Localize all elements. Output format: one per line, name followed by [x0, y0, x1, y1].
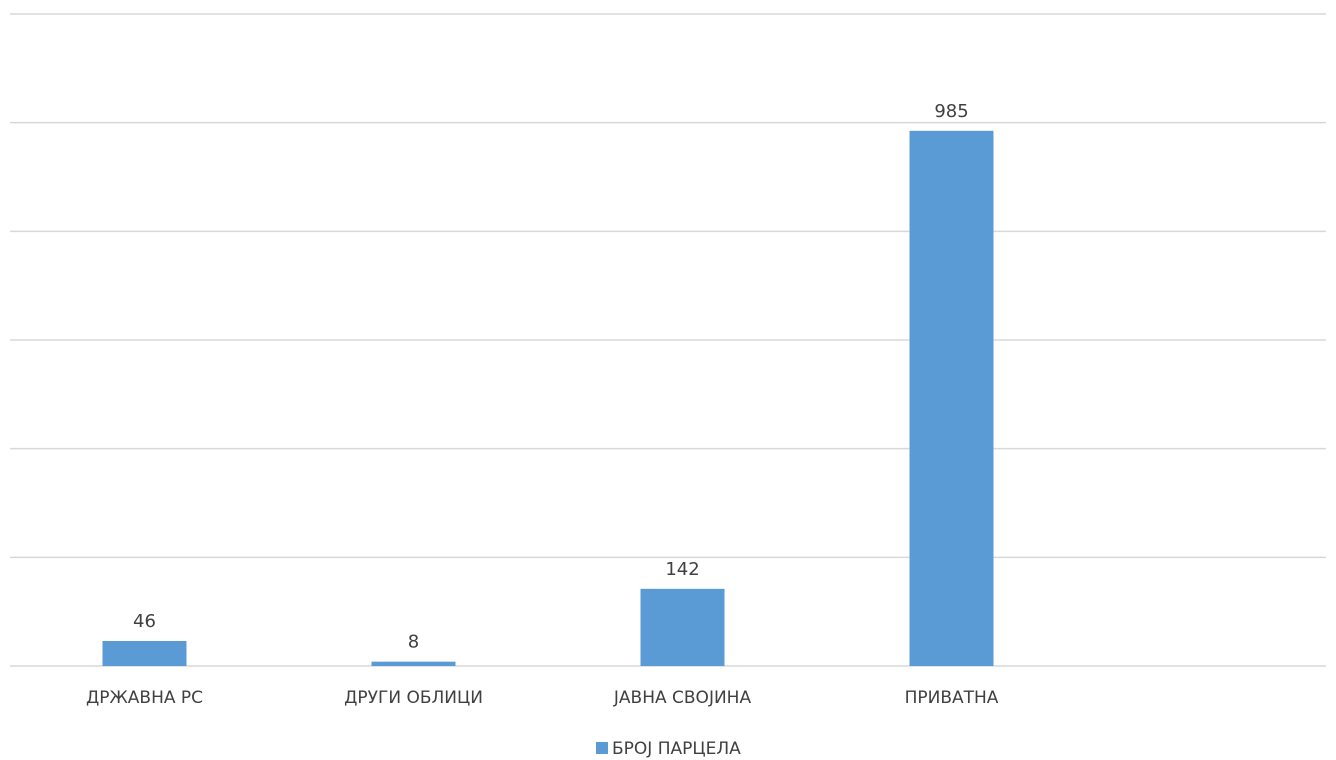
- bars: [102, 130, 994, 667]
- bar: [909, 130, 994, 667]
- bar: [640, 588, 725, 666]
- x-tick-label: ДРЖАВНА РС: [86, 688, 203, 708]
- legend-swatch: [596, 742, 608, 754]
- gridlines: [10, 13, 1326, 667]
- data-label: 46: [133, 611, 156, 632]
- x-tick-label: ПРИВАТНА: [905, 688, 999, 708]
- bar: [102, 641, 187, 666]
- bar: [371, 661, 456, 666]
- x-tick-label: ДРУГИ ОБЛИЦИ: [344, 688, 483, 708]
- legend-label: БРОЈ ПАРЦЕЛА: [612, 739, 741, 759]
- legend: БРОЈ ПАРЦЕЛА: [596, 739, 741, 759]
- x-axis-tick-labels: ДРЖАВНА РС ДРУГИ ОБЛИЦИ ЈАВНА СВОЈИНА ПРИВА…: [86, 688, 999, 708]
- data-label: 985: [934, 101, 968, 122]
- data-labels: 46 8 142 985: [133, 101, 969, 653]
- x-tick-label: ЈАВНА СВОЈИНА: [613, 688, 752, 708]
- data-label: 142: [665, 559, 699, 580]
- data-label: 8: [408, 632, 419, 653]
